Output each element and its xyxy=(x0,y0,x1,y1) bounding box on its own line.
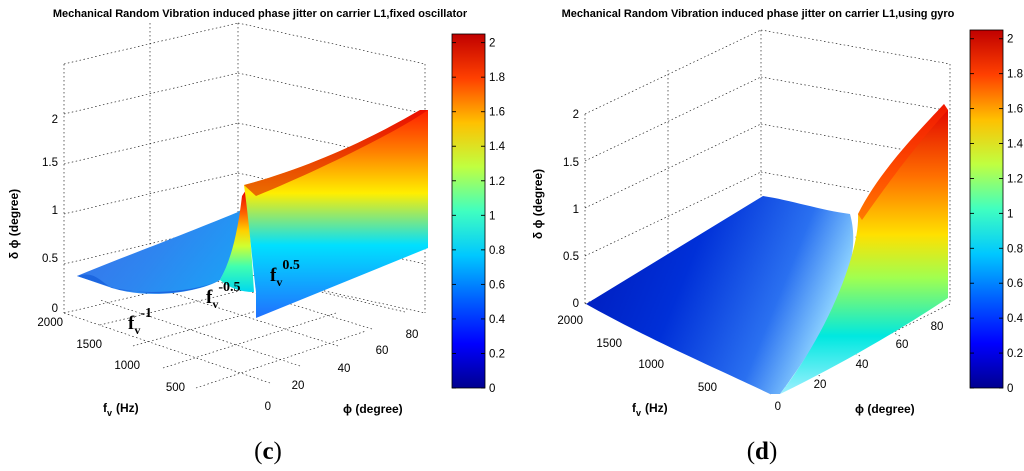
z-tick: 0 xyxy=(52,303,58,315)
x-tick: 1000 xyxy=(638,359,664,371)
colorbar-tick-label: 0.4 xyxy=(1007,313,1024,325)
x-tick: 1000 xyxy=(114,360,140,372)
panel-c-x-label: fv (Hz) xyxy=(103,401,139,418)
panel-label-c: (c) xyxy=(254,438,282,465)
colorbar-tick-label: 1.8 xyxy=(1007,69,1023,81)
panel-d-x-label: fv (Hz) xyxy=(632,401,668,418)
colorbar-tick-label: 2 xyxy=(1007,34,1013,46)
y-tick: 40 xyxy=(856,359,869,371)
y-tick: 20 xyxy=(292,380,305,392)
y-tick: 80 xyxy=(931,321,944,333)
surface-d-base xyxy=(586,196,854,394)
colorbar-tick-label: 0.4 xyxy=(489,314,506,326)
panel-c: Mechanical Random Vibration induced phas… xyxy=(7,8,506,418)
z-tick: 1 xyxy=(52,205,58,217)
y-tick: 80 xyxy=(406,329,419,341)
y-tick: 40 xyxy=(338,363,351,375)
panel-c-surface xyxy=(77,110,428,318)
panel-d-surface xyxy=(586,104,948,394)
z-tick: 2 xyxy=(573,109,579,121)
x-tick: 0 xyxy=(775,401,781,413)
colorbar-tick-label: 0.6 xyxy=(1007,278,1023,290)
z-tick: 1 xyxy=(573,204,579,216)
panel-c-y-label: ϕ (degree) xyxy=(343,402,403,416)
colorbar-tick-label: 0 xyxy=(489,383,495,395)
panel-d-y-label: ϕ (degree) xyxy=(855,402,915,416)
annotation-fv0.5: fv0.5 xyxy=(270,258,300,289)
x-tick: 2000 xyxy=(37,317,63,329)
panel-c-z-ticks: 0 0.5 1 1.5 2 xyxy=(42,114,58,315)
y-tick: 60 xyxy=(376,345,389,357)
panel-d-z-ticks: 0 0.5 1 1.5 2 xyxy=(563,109,579,310)
z-tick: 0.5 xyxy=(563,251,579,263)
x-tick: 500 xyxy=(698,382,717,394)
colorbar-tick-label: 0.8 xyxy=(489,245,505,257)
panel-d-colorbar: 0 0.2 0.4 0.6 0.8 1 1.2 1.4 1.6 1.8 2 xyxy=(969,29,1024,395)
x-tick: 0 xyxy=(265,401,271,413)
x-tick: 500 xyxy=(166,382,185,394)
panel-d-y-ticks: 20 40 60 80 xyxy=(814,321,944,391)
panel-d: Mechanical Random Vibration induced phas… xyxy=(531,8,1024,418)
panel-c-box xyxy=(63,22,426,389)
colorbar-tick-label: 1.4 xyxy=(1007,139,1024,151)
colorbar-tick-label: 1.6 xyxy=(489,107,505,119)
annotation-fv-0.5: fv-0.5 xyxy=(206,280,241,311)
panel-c-z-label: δ ϕ (degree) xyxy=(7,189,21,259)
y-tick: 60 xyxy=(896,339,909,351)
colorbar-d xyxy=(969,29,1004,389)
surface-d-crest xyxy=(858,104,948,220)
surface-c-floor-edge xyxy=(77,274,220,294)
colorbar-tick-label: 0.6 xyxy=(489,279,505,291)
z-tick: 2 xyxy=(52,114,58,126)
annotation-fv-1: fv-1 xyxy=(128,306,152,337)
colorbar-tick-label: 2 xyxy=(489,38,495,50)
panel-d-x-ticks: 2000 1500 1000 500 0 xyxy=(557,315,781,413)
colorbar-tick-label: 1.2 xyxy=(489,176,505,188)
colorbar-tick-label: 0.8 xyxy=(1007,243,1023,255)
x-tick: 2000 xyxy=(557,315,583,327)
z-tick: 0.5 xyxy=(42,253,58,265)
colorbar-tick-label: 1.4 xyxy=(489,141,506,153)
surface-c-ridge xyxy=(220,190,254,292)
colorbar-tick-label: 1 xyxy=(1007,208,1013,220)
z-tick: 0 xyxy=(573,298,579,310)
colorbar-c xyxy=(451,33,486,389)
surface-d-ridge xyxy=(780,104,948,394)
panel-c-title: Mechanical Random Vibration induced phas… xyxy=(53,8,468,20)
panel-d-title: Mechanical Random Vibration induced phas… xyxy=(562,8,955,20)
surface-c-floor xyxy=(77,206,246,294)
y-tick: 20 xyxy=(814,379,827,391)
colorbar-tick-label: 1 xyxy=(489,210,495,222)
panel-d-z-label: δ ϕ (degree) xyxy=(531,169,545,239)
surface-c-crest xyxy=(244,110,428,196)
colorbar-tick-label: 1.2 xyxy=(1007,173,1023,185)
z-tick: 1.5 xyxy=(42,157,58,169)
panel-label-d: (d) xyxy=(747,438,778,465)
panel-c-y-ticks: 20 40 60 80 xyxy=(292,329,419,392)
colorbar-tick-label: 0.2 xyxy=(489,348,505,360)
z-tick: 1.5 xyxy=(563,157,579,169)
colorbar-tick-label: 0.2 xyxy=(1007,348,1023,360)
colorbar-tick-label: 1.8 xyxy=(489,72,505,84)
panel-c-x-ticks: 2000 1500 1000 500 0 xyxy=(37,317,271,413)
panel-c-colorbar: 0 0.2 0.4 0.6 0.8 1 1.2 1.4 1.6 1.8 2 xyxy=(451,33,506,395)
surface-c-wall xyxy=(244,110,428,318)
colorbar-tick-label: 0 xyxy=(1007,383,1013,395)
colorbar-tick-label: 1.6 xyxy=(1007,104,1023,116)
x-tick: 1500 xyxy=(596,338,622,350)
x-tick: 1500 xyxy=(76,339,102,351)
